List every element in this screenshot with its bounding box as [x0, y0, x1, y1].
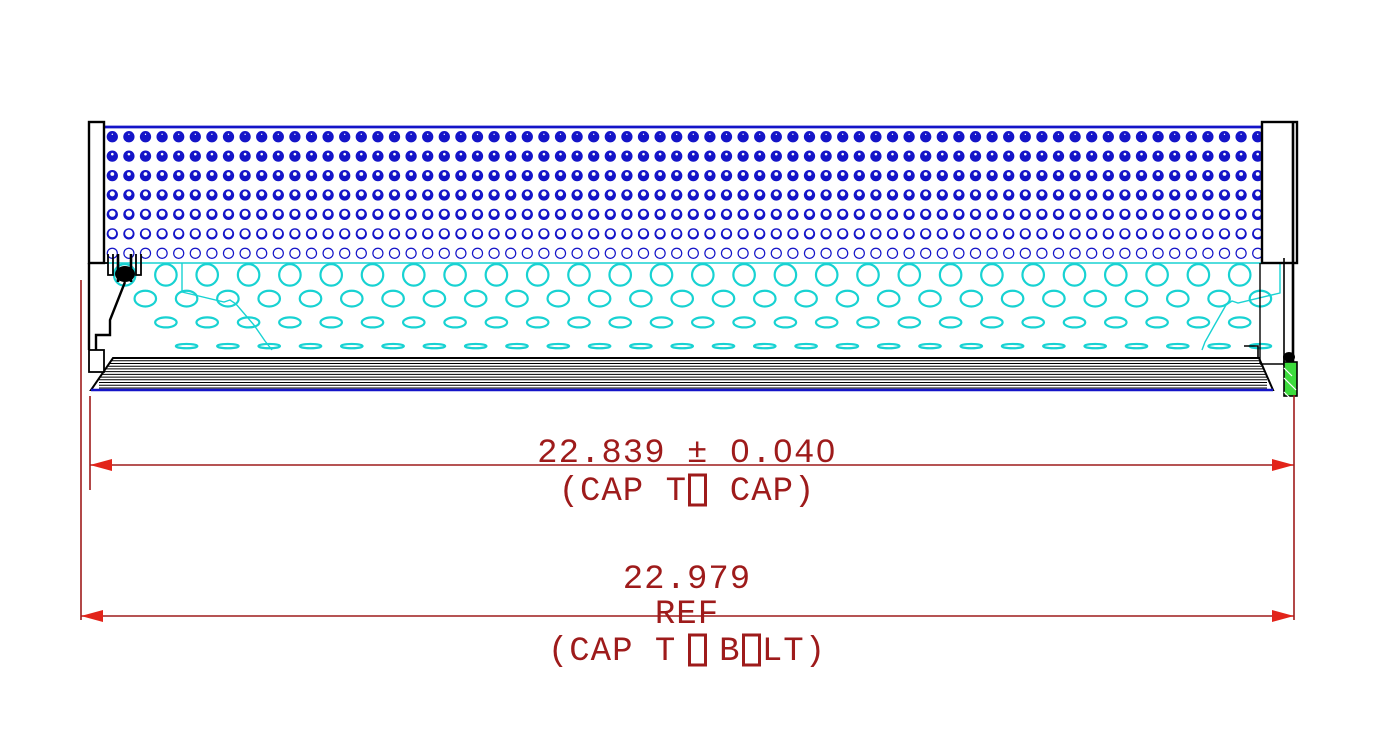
svg-text:22.839 ± 0.040: 22.839 ± 0.040 [537, 435, 837, 473]
svg-text:22.979: 22.979 [623, 561, 751, 599]
svg-text:(CAP T CAP): (CAP T CAP) [559, 473, 816, 511]
svg-text:(CAP T B LT): (CAP T B LT) [548, 633, 826, 671]
svg-text:REF: REF [655, 596, 719, 634]
